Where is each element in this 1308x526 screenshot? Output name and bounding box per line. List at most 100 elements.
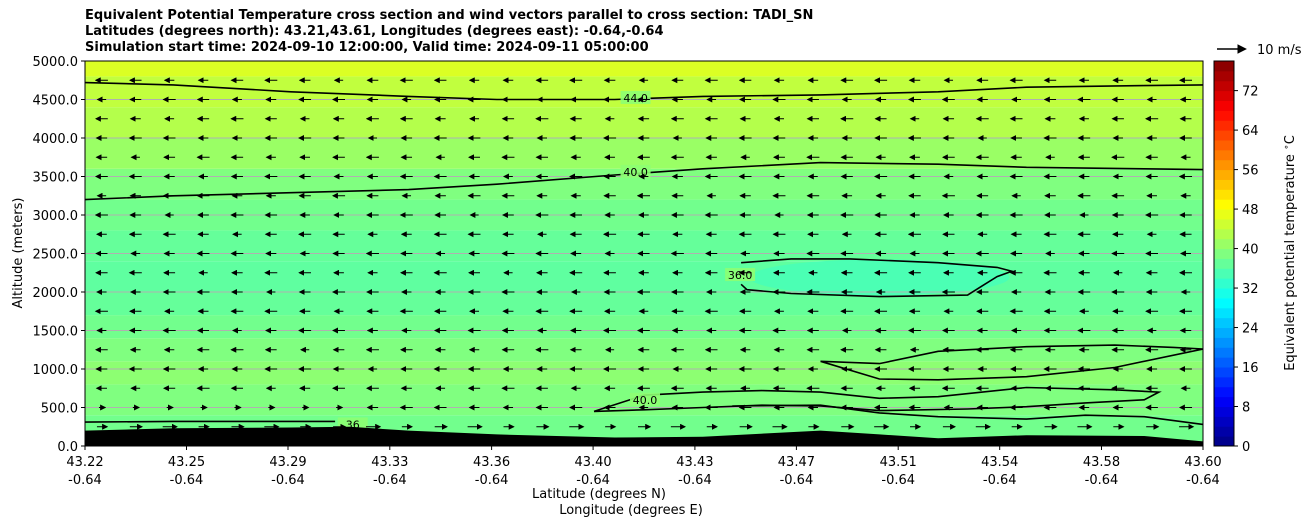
y-tick-label: 2500.0: [33, 248, 79, 263]
terrain: [85, 426, 1203, 446]
chart-title: Equivalent Potential Temperature cross s…: [85, 8, 813, 56]
colorbar-segment: [1214, 337, 1234, 348]
colorbar-segment: [1214, 61, 1234, 72]
colorbar-tick-label: 32: [1242, 282, 1259, 297]
x-tick-label-lat: 43.22: [66, 455, 103, 470]
colorbar-segment: [1214, 327, 1234, 338]
colorbar-segment: [1214, 189, 1234, 200]
colorbar-segment: [1214, 288, 1234, 299]
x-tick-label-lat: 43.29: [269, 455, 306, 470]
contour-line: [740, 258, 1015, 298]
x-tick-label-lon: -0.64: [780, 473, 814, 488]
wind-key: 10 m/s: [1217, 43, 1302, 58]
theta-e-band: [85, 292, 1203, 316]
colorbar-segment: [1214, 248, 1234, 259]
contour-line: [85, 81, 1203, 101]
colorbar-segment: [1214, 120, 1234, 131]
colorbar-segment: [1214, 396, 1234, 408]
x-tick-label-lon: -0.64: [475, 473, 509, 488]
title-line-3: Simulation start time: 2024-09-10 12:00:…: [85, 40, 649, 55]
plot-area: [85, 61, 1203, 446]
wind-vectors: [94, 77, 1195, 430]
x-tick-label-lon: -0.64: [1085, 473, 1119, 488]
contour-line: [732, 404, 1203, 426]
colorbar-segment: [1214, 297, 1234, 309]
colorbar-segment: [1214, 110, 1234, 121]
colorbar-segment: [1214, 406, 1234, 417]
x-axis-label-longitude: Longitude (degrees E): [559, 503, 703, 518]
x-tick-label-lon: -0.64: [881, 473, 915, 488]
colorbar-segment: [1214, 149, 1234, 161]
title-line-2: Latitudes (degrees north): 43.21,43.61, …: [85, 24, 664, 39]
x-tick-label-lon: -0.64: [1186, 473, 1220, 488]
x-tick-label-lat: 43.43: [676, 455, 713, 470]
y-tick-label: 5000.0: [33, 55, 79, 70]
y-tick-label: 3000.0: [33, 209, 79, 224]
colorbar-segment: [1214, 357, 1234, 368]
colorbar-segment: [1214, 179, 1234, 190]
colorbar-segment: [1214, 130, 1234, 141]
y-tick-label: 4500.0: [33, 94, 79, 109]
colorbar-segment: [1214, 307, 1234, 319]
contour-label: 36.0: [728, 269, 753, 282]
colorbar-tick-label: 16: [1242, 361, 1259, 376]
colorbar-segment: [1214, 218, 1234, 230]
colorbar-segment: [1214, 416, 1234, 427]
contour-line: [820, 344, 1203, 381]
y-tick-label: 2000.0: [33, 286, 79, 301]
theta-e-band: [85, 315, 1203, 339]
x-tick-label-lat: 43.40: [574, 455, 611, 470]
colorbar-segment: [1214, 100, 1234, 111]
colorbar-tick-label: 72: [1242, 85, 1259, 100]
x-tick-label-lat: 43.33: [371, 455, 408, 470]
x-tick-label-lat: 43.36: [473, 455, 510, 470]
colorbar-segment: [1214, 386, 1234, 398]
contour-label-bg: [620, 90, 651, 104]
colorbar-segment: [1214, 317, 1234, 329]
x-tick-label-lon: -0.64: [271, 473, 305, 488]
colorbar-tick-label: 56: [1242, 164, 1259, 179]
y-tick-label: 1500.0: [33, 325, 79, 340]
x-axis-label: Latitude (degrees N): [532, 487, 666, 502]
contour-label: 40.0: [633, 394, 658, 407]
colorbar-frame: [1213, 60, 1235, 447]
y-tick-label: 1000.0: [33, 363, 79, 378]
colorbar-tick-label: 64: [1242, 124, 1259, 139]
colorbar-segment: [1214, 268, 1234, 279]
colorbar-segment: [1214, 376, 1234, 388]
title-line-1: Equivalent Potential Temperature cross s…: [85, 8, 814, 23]
y-tick-label: 500.0: [41, 402, 78, 417]
colorbar-segment: [1214, 139, 1234, 151]
x-tick-label-lon: -0.64: [576, 473, 610, 488]
colorbar-segment: [1214, 169, 1234, 180]
theta-e-band: [85, 138, 1203, 169]
x-tick-label-lon: -0.64: [373, 473, 407, 488]
colorbar-segment: [1214, 70, 1234, 82]
colorbar-segment: [1214, 209, 1234, 220]
colorbar-segment: [1214, 436, 1234, 447]
x-tick-label-lon: -0.64: [983, 473, 1017, 488]
colorbar-segment: [1214, 159, 1234, 171]
colorbar-label: Equivalent potential temperature ∘C: [1282, 135, 1298, 371]
colorbar-tick-label: 48: [1242, 203, 1259, 218]
x-tick-label-lat: 43.58: [1083, 455, 1120, 470]
x-tick-label-lat: 43.54: [981, 455, 1018, 470]
colorbar-segment: [1214, 80, 1234, 92]
y-axis-label: Altitude (meters): [11, 198, 26, 309]
x-tick-label-lat: 43.60: [1184, 455, 1221, 470]
x-tick-label-lat: 43.47: [778, 455, 815, 470]
colorbar-segment: [1214, 228, 1234, 240]
x-tick-label-lat: 43.25: [168, 455, 205, 470]
wind-key-label: 10 m/s: [1257, 43, 1302, 58]
contour-line: [85, 420, 336, 423]
x-tick-label-lon: -0.64: [170, 473, 204, 488]
theta-e-band: [85, 230, 1203, 262]
theta-e-band: [85, 261, 1203, 292]
y-axis: 0.0 500.0 1000.0 1500.0 2000.0 2500.0 3000.0 35…: [33, 55, 85, 455]
y-tick-label: 0.0: [57, 440, 78, 455]
theta-e-band: [85, 361, 1203, 385]
colorbar-segment: [1214, 258, 1234, 269]
colorbar-tick-label: 40: [1242, 243, 1259, 258]
x-tick-label-lat: 43.51: [880, 455, 917, 470]
